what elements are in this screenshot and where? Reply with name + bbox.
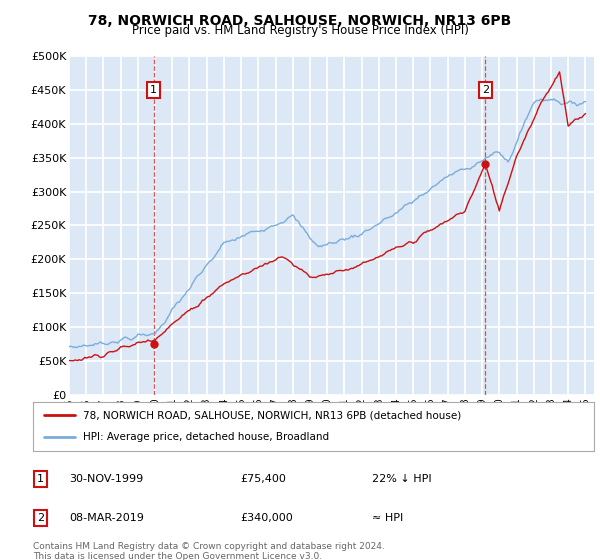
Text: £340,000: £340,000 [240,513,293,523]
Text: HPI: Average price, detached house, Broadland: HPI: Average price, detached house, Broa… [83,432,329,442]
Text: 2: 2 [482,85,489,95]
Text: 78, NORWICH ROAD, SALHOUSE, NORWICH, NR13 6PB (detached house): 78, NORWICH ROAD, SALHOUSE, NORWICH, NR1… [83,410,462,421]
Text: 22% ↓ HPI: 22% ↓ HPI [372,474,431,484]
Text: 30-NOV-1999: 30-NOV-1999 [69,474,143,484]
Text: £75,400: £75,400 [240,474,286,484]
Text: Price paid vs. HM Land Registry's House Price Index (HPI): Price paid vs. HM Land Registry's House … [131,24,469,37]
Text: 1: 1 [150,85,157,95]
Text: ≈ HPI: ≈ HPI [372,513,403,523]
Text: 08-MAR-2019: 08-MAR-2019 [69,513,144,523]
Text: 1: 1 [37,474,44,484]
Text: Contains HM Land Registry data © Crown copyright and database right 2024.
This d: Contains HM Land Registry data © Crown c… [33,542,385,560]
Text: 2: 2 [37,513,44,523]
Text: 78, NORWICH ROAD, SALHOUSE, NORWICH, NR13 6PB: 78, NORWICH ROAD, SALHOUSE, NORWICH, NR1… [88,14,512,28]
